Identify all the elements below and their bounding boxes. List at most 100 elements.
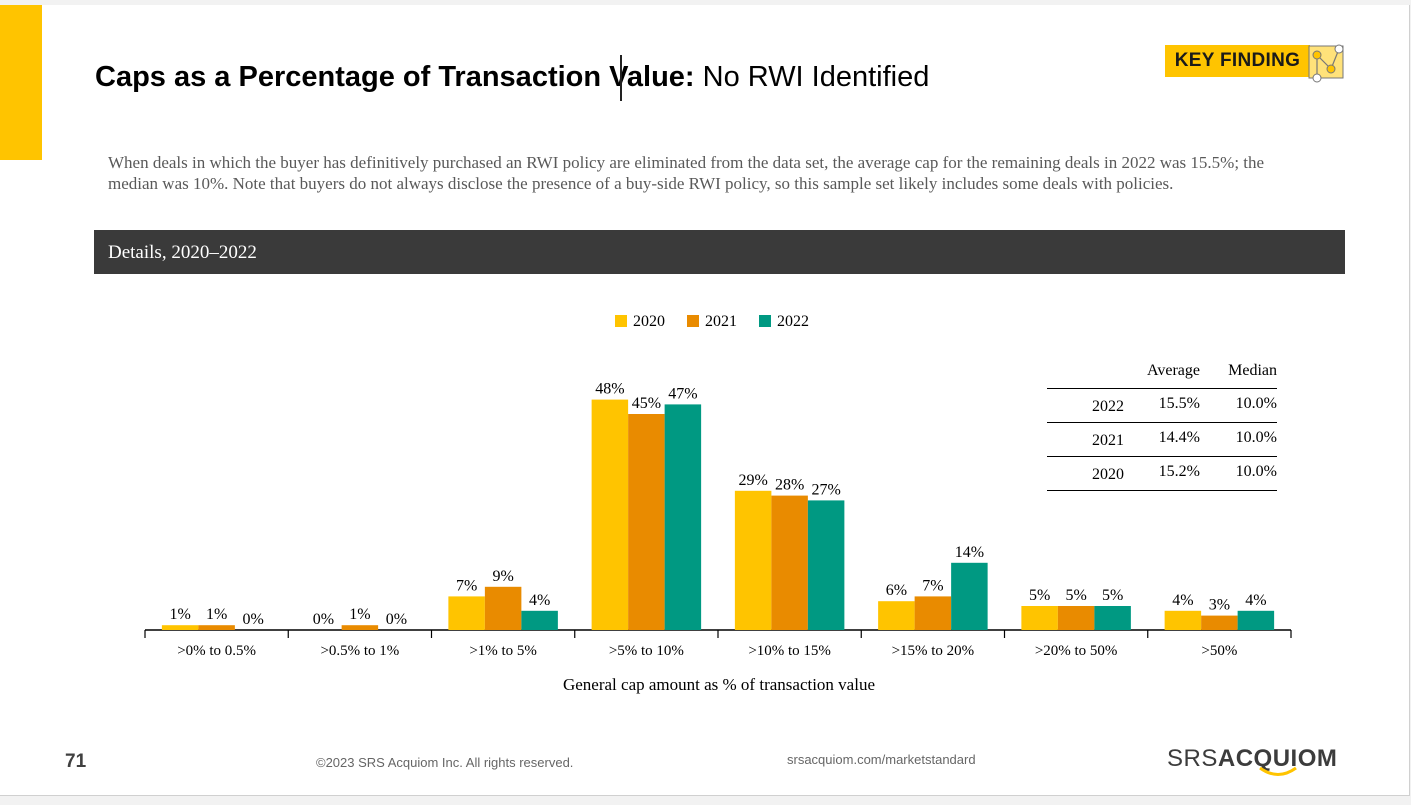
bar-2020-5 xyxy=(878,601,915,630)
footer-url: srsacquiom.com/marketstandard xyxy=(787,752,976,767)
bar-2020-2 xyxy=(448,596,485,630)
bar-2020-4 xyxy=(734,490,772,630)
data-label: 14% xyxy=(955,544,984,561)
summary-table: Average Median 2022 15.5% 10.0% 2021 14.… xyxy=(1047,358,1277,491)
bar-2020-3 xyxy=(591,399,629,630)
bar-2020-7 xyxy=(1164,610,1202,630)
legend-item-2021: 2021 xyxy=(687,313,737,331)
x-tick-label: >50% xyxy=(1201,643,1237,659)
title-bold: Caps as a Percentage of Transaction Valu… xyxy=(95,61,695,93)
x-tick-label: >1% to 5% xyxy=(469,643,537,659)
bar-2020-0 xyxy=(161,625,199,630)
data-label: 48% xyxy=(595,381,624,398)
x-tick-label: >5% to 10% xyxy=(609,643,684,659)
x-tick-label: >15% to 20% xyxy=(892,643,975,659)
data-label: 29% xyxy=(738,472,767,489)
header-average: Average xyxy=(1147,362,1200,379)
data-label: 3% xyxy=(1209,597,1230,614)
legend-item-2022: 2022 xyxy=(759,313,809,331)
data-label: 6% xyxy=(886,582,907,599)
bar-2021-6 xyxy=(1057,606,1095,630)
data-label: 5% xyxy=(1065,587,1086,604)
row-year: 2022 xyxy=(1092,398,1124,415)
data-label: 7% xyxy=(922,577,943,594)
x-axis-title: General cap amount as % of transaction v… xyxy=(563,675,875,694)
page-number: 71 xyxy=(65,751,87,772)
logo-part2: ACQUIOM xyxy=(1217,745,1338,772)
details-label: Details, 2020–2022 xyxy=(108,242,257,263)
data-label: 27% xyxy=(811,481,840,498)
header-median: Median xyxy=(1228,362,1277,379)
bar-2022-2 xyxy=(521,610,558,630)
bar-2021-7 xyxy=(1201,615,1238,630)
row-median: 10.0% xyxy=(1235,429,1277,446)
company-logo: SRSACQUIOM xyxy=(1167,745,1337,773)
data-label: 5% xyxy=(1029,587,1050,604)
accent-bar xyxy=(0,5,42,160)
bar-2021-0 xyxy=(198,625,235,630)
row-year: 2020 xyxy=(1092,466,1124,483)
copyright-text: ©2023 SRS Acquiom Inc. All rights reserv… xyxy=(316,755,574,770)
bar-2021-4 xyxy=(771,495,808,630)
bar-2021-3 xyxy=(628,414,665,630)
bar-2022-7 xyxy=(1237,610,1275,630)
summary-table-header: Average Median xyxy=(1047,358,1277,389)
data-label: 7% xyxy=(456,577,477,594)
legend-item-2020: 2020 xyxy=(615,313,665,331)
data-label: 0% xyxy=(386,611,407,628)
bar-2022-6 xyxy=(1094,606,1131,630)
data-label: 47% xyxy=(668,385,697,402)
table-row: 2020 15.2% 10.0% xyxy=(1047,457,1277,491)
legend-swatch xyxy=(615,315,627,327)
data-label: 1% xyxy=(349,606,370,623)
row-median: 10.0% xyxy=(1235,463,1277,480)
legend-swatch xyxy=(687,315,699,327)
x-tick-label: >20% to 50% xyxy=(1035,643,1118,659)
row-average: 15.2% xyxy=(1158,463,1200,480)
legend-label: 2021 xyxy=(705,313,737,330)
logo-part1: SRS xyxy=(1167,745,1218,772)
bar-2020-6 xyxy=(1021,606,1058,630)
bar-2022-3 xyxy=(664,404,702,630)
data-label: 4% xyxy=(1245,592,1266,609)
legend-swatch xyxy=(759,315,771,327)
bar-2021-5 xyxy=(914,596,952,630)
legend-label: 2020 xyxy=(633,313,665,330)
key-finding-badge: KEY FINDING xyxy=(1165,41,1345,83)
chart-legend: 2020 2021 2022 xyxy=(615,313,827,331)
intro-paragraph: When deals in which the buyer has defini… xyxy=(108,153,1265,193)
bar-2021-1 xyxy=(341,625,379,630)
data-label: 4% xyxy=(529,592,550,609)
page-title: Caps as a Percentage of Transaction Valu… xyxy=(95,61,929,94)
data-label: 4% xyxy=(1172,592,1193,609)
row-average: 15.5% xyxy=(1158,395,1200,412)
data-label: 0% xyxy=(313,611,334,628)
data-label: 0% xyxy=(242,611,263,628)
bar-2022-5 xyxy=(951,562,988,630)
row-median: 10.0% xyxy=(1235,395,1277,412)
network-icon xyxy=(1308,44,1344,83)
table-row: 2022 15.5% 10.0% xyxy=(1047,389,1277,423)
title-normal: No RWI Identified xyxy=(702,61,930,93)
text-cursor xyxy=(620,55,622,101)
data-label: 1% xyxy=(206,606,227,623)
data-label: 1% xyxy=(169,606,190,623)
table-row: 2021 14.4% 10.0% xyxy=(1047,423,1277,457)
details-header: Details, 2020–2022 xyxy=(94,230,1345,274)
x-tick-label: >10% to 15% xyxy=(748,643,831,659)
logo-swoosh-icon xyxy=(1259,766,1297,776)
data-label: 45% xyxy=(632,395,661,412)
key-finding-label: KEY FINDING xyxy=(1165,45,1310,77)
bar-2021-2 xyxy=(484,586,522,630)
bar-2022-4 xyxy=(807,500,845,630)
legend-label: 2022 xyxy=(777,313,809,330)
data-label: 9% xyxy=(492,568,513,585)
row-year: 2021 xyxy=(1092,432,1124,449)
slide: Caps as a Percentage of Transaction Valu… xyxy=(0,5,1410,796)
row-average: 14.4% xyxy=(1158,429,1200,446)
x-tick-label: >0% to 0.5% xyxy=(177,643,256,659)
x-tick-label: >0.5% to 1% xyxy=(320,643,399,659)
data-label: 28% xyxy=(775,477,804,494)
data-label: 5% xyxy=(1102,587,1123,604)
